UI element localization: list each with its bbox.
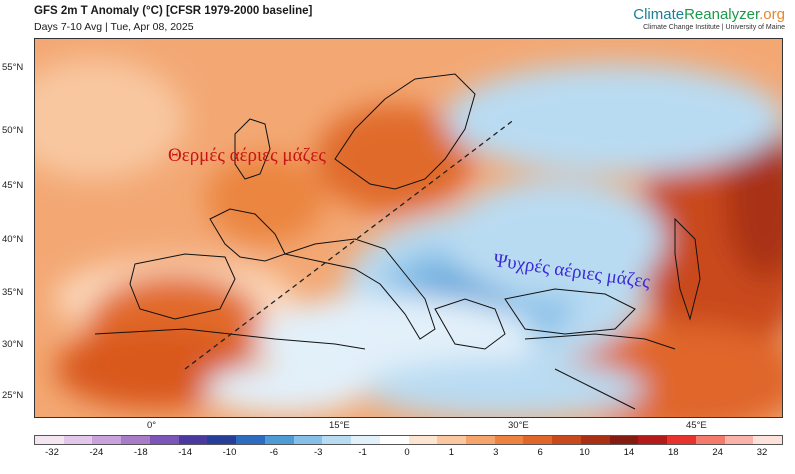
north-africa-coast xyxy=(94,328,366,350)
italy-coast xyxy=(283,238,436,340)
brand-subtitle: Climate Change Institute | University of… xyxy=(643,24,785,31)
coastlines xyxy=(94,73,701,410)
colorbar-swatch xyxy=(667,436,696,444)
lat-label-40: 40°N xyxy=(2,234,24,245)
anomaly-map xyxy=(34,38,783,418)
lon-label-15e: 15°E xyxy=(329,420,350,431)
colorbar-swatch xyxy=(178,436,208,444)
scandinavia-warm xyxy=(315,104,475,214)
brand-name-part1: Climate xyxy=(633,6,685,23)
colorbar-swatch xyxy=(753,436,783,444)
lon-label-0: 0° xyxy=(147,420,157,431)
lat-label-35: 35°N xyxy=(2,287,24,298)
iberia-coast xyxy=(129,253,236,320)
map-subtitle: Days 7-10 Avg | Tue, Apr 08, 2025 xyxy=(34,21,194,33)
colorbar-swatch xyxy=(466,436,495,444)
brand-name-part3: .org xyxy=(759,6,785,23)
atlantic-warm-light xyxy=(35,59,185,179)
colorbar-swatch xyxy=(121,436,150,444)
colorbar-swatch xyxy=(580,436,610,444)
colorbar-swatch xyxy=(609,436,639,444)
cold-ukraine xyxy=(445,179,665,299)
cold-northeast xyxy=(445,64,782,174)
colorbar-swatch xyxy=(724,436,754,444)
colorbar-swatch xyxy=(408,436,438,444)
scandinavia-coast xyxy=(334,73,476,190)
colorbar-label: -10 xyxy=(222,447,237,458)
colorbar-swatch xyxy=(322,436,352,444)
colorbar-label: -6 xyxy=(269,447,279,458)
colorbar-swatch xyxy=(695,436,725,444)
colorbar-swatch xyxy=(494,436,524,444)
colorbar-swatch xyxy=(236,436,265,444)
colorbar-label: 32 xyxy=(756,447,768,458)
colorbar xyxy=(34,435,783,445)
south-med-pale xyxy=(205,364,365,414)
colorbar-label: -18 xyxy=(133,447,148,458)
colorbar-label: -14 xyxy=(178,447,192,458)
colorbar-swatch xyxy=(552,436,581,444)
caspian-coast xyxy=(674,217,701,321)
black-sea-coast xyxy=(504,288,636,335)
colorbar-label: 18 xyxy=(667,447,679,458)
lat-label-30: 30°N xyxy=(2,339,24,350)
colorbar-swatch xyxy=(379,436,409,444)
levant-coast xyxy=(554,368,636,410)
brand-logo[interactable]: ClimateReanalyzer.org Climate Change Ins… xyxy=(633,6,785,31)
colorbar-swatch xyxy=(638,436,668,444)
dashed-boundary-line xyxy=(184,118,516,370)
colorbar-swatch xyxy=(293,436,323,444)
lat-label-25: 25°N xyxy=(2,390,24,401)
colorbar-swatch xyxy=(63,436,93,444)
colorbar-swatch xyxy=(92,436,122,444)
colorbar-swatch xyxy=(35,436,64,444)
lat-label-55: 55°N xyxy=(2,62,24,73)
lon-label-45e: 45°E xyxy=(686,420,707,431)
map-title: GFS 2m T Anomaly (°C) [CFSR 1979-2000 ba… xyxy=(34,5,313,17)
colorbar-swatch xyxy=(149,436,179,444)
colorbar-label: -3 xyxy=(314,447,323,458)
colorbar-swatch xyxy=(523,436,553,444)
colorbar-label: 14 xyxy=(623,447,635,458)
uk-coast xyxy=(234,118,271,180)
uk-warm xyxy=(205,154,325,244)
greece-coast xyxy=(434,298,506,350)
east-med-cold xyxy=(365,359,645,417)
brand-name-part2: Reanalyzer xyxy=(684,6,760,23)
lat-label-45: 45°N xyxy=(2,180,24,191)
colorbar-label: 24 xyxy=(712,447,723,458)
colorbar-label: 1 xyxy=(448,447,455,458)
map-canvas xyxy=(35,39,782,417)
lon-label-30e: 30°E xyxy=(508,420,529,431)
colorbar-swatch xyxy=(207,436,237,444)
colorbar-label: 10 xyxy=(579,447,590,458)
east-warm-core xyxy=(725,119,782,279)
turkey-south-coast xyxy=(524,333,676,350)
colorbar-label: 0 xyxy=(404,447,410,458)
colorbar-label: -1 xyxy=(358,447,367,458)
colorbar-label: -32 xyxy=(45,447,59,458)
colorbar-swatch xyxy=(351,436,380,444)
colorbar-label: -24 xyxy=(89,447,104,458)
colorbar-swatch xyxy=(437,436,467,444)
lat-label-50: 50°N xyxy=(2,125,24,136)
colorbar-label: 3 xyxy=(493,447,499,458)
colorbar-swatch xyxy=(264,436,294,444)
colorbar-label: 6 xyxy=(537,447,543,458)
brand-name: ClimateReanalyzer.org xyxy=(633,6,785,23)
warm-air-mass-label: Θερμές αέριες μάζες xyxy=(168,145,326,166)
